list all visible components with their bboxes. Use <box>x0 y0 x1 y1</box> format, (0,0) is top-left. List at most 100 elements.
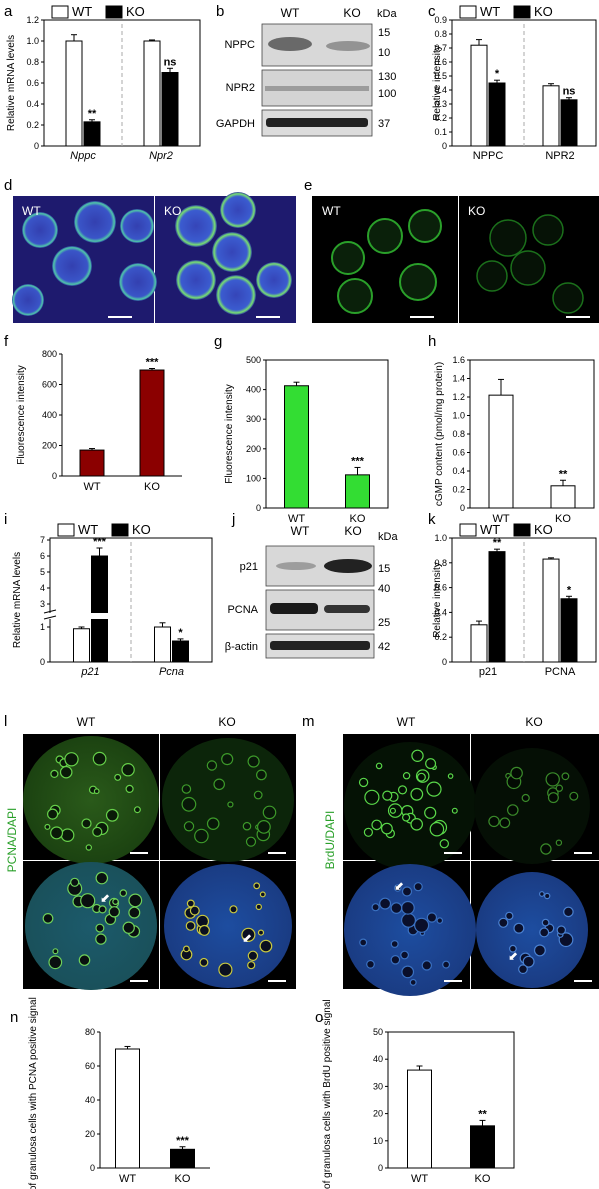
follicle <box>569 791 579 801</box>
y-tick-label: 300 <box>246 414 261 424</box>
follicle <box>133 806 141 814</box>
follicle <box>182 945 190 953</box>
cell <box>532 214 564 246</box>
panel-label-l: l <box>4 713 7 730</box>
arrow-icon: ⬋ <box>100 891 110 905</box>
legend-label-wt: WT <box>72 4 92 19</box>
y-tick-label: 0 <box>52 471 57 481</box>
panel-label-h: h <box>428 333 436 350</box>
legend-label-wt: WT <box>480 4 500 19</box>
panel-label-a: a <box>4 3 13 20</box>
panel-label-e: e <box>304 177 312 194</box>
follicle <box>426 781 442 797</box>
y-tick-label: 3 <box>40 599 45 609</box>
follicle <box>400 950 410 960</box>
y-axis-label: Fluorescence intensity <box>224 384 235 484</box>
y-tick-label: 0.2 <box>26 120 39 130</box>
scale-bar <box>444 980 462 982</box>
bar-ko <box>488 82 506 147</box>
y-tick-label: 0.2 <box>434 113 447 123</box>
axis-break <box>44 613 56 619</box>
y-tick-label: 6 <box>40 551 45 561</box>
y-tick-label: 0.1 <box>434 127 447 137</box>
plot-frame <box>265 359 389 509</box>
significance-label: ** <box>493 537 502 549</box>
follicle <box>555 784 564 792</box>
y-axis-label: Relative intensity <box>432 562 443 638</box>
x-category-label: WT <box>83 481 100 493</box>
blot-j-row-actin: β-actin <box>225 641 258 653</box>
x-category-label: KO <box>555 513 571 525</box>
scale-bar <box>108 316 132 318</box>
micrograph-m-col-ko: KO <box>525 715 542 729</box>
cell <box>331 241 365 275</box>
follicle <box>410 787 424 801</box>
ovary-section <box>474 748 590 864</box>
y-tick-label: 500 <box>246 355 261 365</box>
cell <box>175 205 217 247</box>
y-tick-label: 0.2 <box>452 485 465 495</box>
follicle <box>46 808 59 820</box>
y-tick-label: 0.3 <box>434 99 447 109</box>
follicle <box>401 965 415 979</box>
blot-j-row-pcna: PCNA <box>227 604 258 616</box>
follicle <box>262 805 277 820</box>
follicle <box>93 788 100 795</box>
chart-i: 0 1 3 4 5 6 7 Relative mRNA levels WT KO *** p21 * Pc… <box>12 522 213 678</box>
blot-j-header-ko: KO <box>344 524 361 538</box>
follicle <box>379 897 392 910</box>
micrograph-l-col-ko: KO <box>218 715 235 729</box>
panel-label-d: d <box>4 177 12 194</box>
follicle <box>390 902 403 914</box>
panel-label-n: n <box>10 1009 18 1026</box>
y-tick-label: 0.4 <box>434 607 447 617</box>
follicle <box>371 819 382 831</box>
follicle <box>92 751 107 766</box>
follicle <box>247 755 260 768</box>
follicle <box>183 821 195 832</box>
chart-f: 0 200 400 600 800 Fluorescence intensity WT ***… <box>16 349 182 493</box>
follicle <box>366 959 375 969</box>
panel-label-i: i <box>4 511 7 528</box>
blot-b-marker-10: 10 <box>378 47 390 59</box>
follicle <box>397 785 408 795</box>
blot-b-header-wt: WT <box>281 6 300 20</box>
follicle <box>363 827 373 837</box>
y-axis-label: Relative mRNA levels <box>12 552 23 648</box>
y-tick-label: 1.2 <box>452 392 465 402</box>
follicle <box>112 898 119 906</box>
follicle <box>522 955 535 968</box>
bar-ko <box>172 640 189 663</box>
cell <box>74 201 116 243</box>
y-tick-label: 0 <box>256 503 261 513</box>
y-tick-label: 10 <box>373 1136 383 1146</box>
y-tick-label: 600 <box>42 380 57 390</box>
legend-label-ko: KO <box>126 4 145 19</box>
blot-b-marker-15: 15 <box>378 27 390 39</box>
bar-ko <box>83 121 101 147</box>
follicle <box>416 772 426 782</box>
bar-ko <box>91 555 108 663</box>
follicle <box>114 773 122 781</box>
follicle <box>227 801 234 808</box>
y-tick-label: 0.4 <box>434 85 447 95</box>
follicle <box>436 917 444 924</box>
blot-j-marker-40: 40 <box>378 583 390 595</box>
follicle <box>218 962 233 977</box>
follicle <box>425 758 437 770</box>
follicle <box>221 752 234 766</box>
follicle <box>401 900 415 915</box>
follicle <box>242 821 252 831</box>
y-tick-label: 0 <box>90 1163 95 1173</box>
chart-g: 0 100 200 300 400 500 Fluorescence intensity WT… <box>224 355 389 525</box>
y-tick-label: 0.6 <box>434 57 447 67</box>
follicle <box>414 917 430 933</box>
cell <box>176 260 216 300</box>
follicle <box>498 917 509 928</box>
follicle <box>42 913 54 924</box>
x-category-label: KO <box>475 1173 491 1185</box>
chart-c: 0 0.1 0.2 0.3 0.4 0.5 0.6 0.7 0.8 0.9 Relative int… <box>432 4 597 162</box>
bar-wt <box>542 85 560 147</box>
bar-wt <box>470 624 488 663</box>
y-tick-label: 200 <box>42 441 57 451</box>
